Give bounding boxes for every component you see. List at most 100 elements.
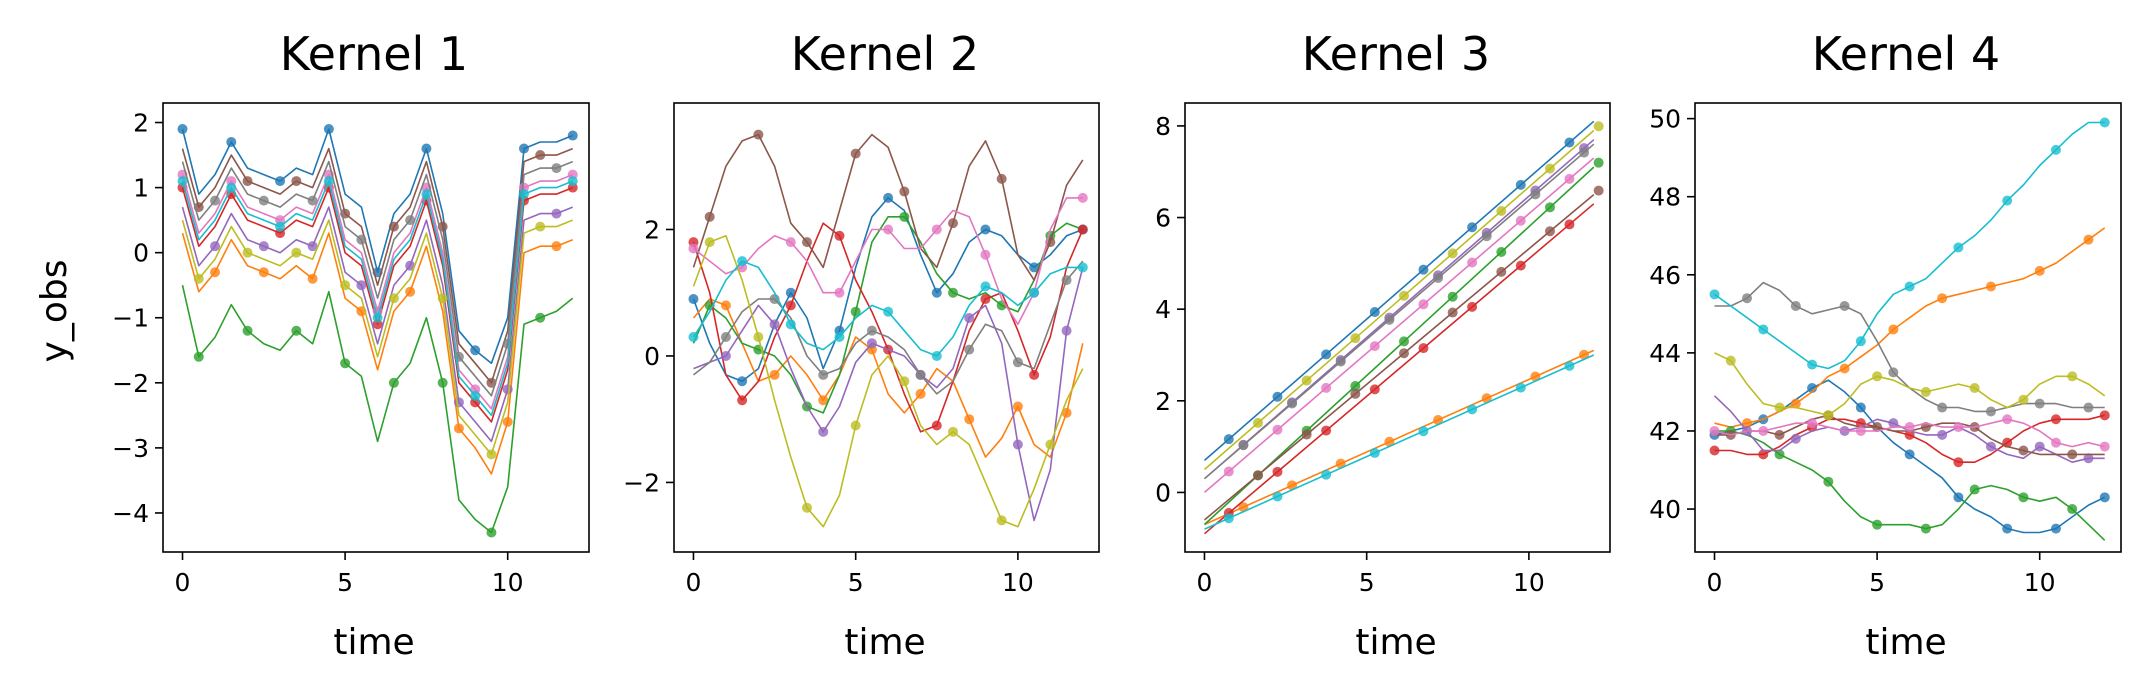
observation-point [1807, 418, 1818, 429]
observation-point [1012, 357, 1023, 368]
observation-point [1709, 289, 1720, 300]
subplot-kernel-4: Kernel 4 time 0 5 10 40 42 44 46 48 50 [1649, 27, 2122, 663]
observation-point [1544, 202, 1555, 213]
y-tick-label: −1 [112, 304, 149, 333]
observation-point [688, 331, 699, 342]
observation-point [1985, 281, 1996, 292]
observation-point [2067, 449, 2078, 460]
observation-point [502, 384, 513, 395]
observation-point [1593, 185, 1604, 196]
observation-point [453, 397, 464, 408]
y-tick-label: 0 [133, 239, 149, 268]
observation-point [1530, 189, 1541, 200]
series-line-7 [1203, 157, 1595, 494]
observation-point [1418, 299, 1429, 310]
observation-point [1904, 449, 1915, 460]
observation-point [980, 294, 991, 305]
observation-point [1725, 355, 1736, 366]
y-tick-label: 2 [644, 215, 660, 244]
observation-point [948, 287, 959, 298]
subplot-title: Kernel 2 [791, 27, 979, 81]
observation-point [964, 344, 975, 355]
x-tick-label: 5 [337, 568, 353, 597]
observation-point [2018, 445, 2029, 456]
observation-point [1920, 523, 1931, 534]
observation-point [226, 182, 237, 193]
observation-point [405, 260, 416, 271]
series-line-6 [1203, 193, 1595, 521]
observation-point [210, 241, 221, 252]
observation-point [785, 237, 796, 248]
observation-point [1774, 449, 1785, 460]
observation-point [1872, 422, 1883, 433]
observation-point [931, 350, 942, 361]
observation-point [275, 176, 286, 187]
observation-point [1888, 367, 1899, 378]
observation-point [1321, 425, 1332, 436]
observation-point [899, 186, 910, 197]
observation-point [2034, 398, 2045, 409]
series-line-10 [1204, 354, 1595, 530]
observation-point [1515, 382, 1526, 393]
observation-point [1321, 469, 1332, 480]
series-line-3 [1714, 430, 2106, 541]
observation-point [704, 237, 715, 248]
observation-point [1807, 359, 1818, 370]
observation-point [1467, 222, 1478, 233]
subplot-kernel-2: Kernel 2 time 0 5 10 −2 0 2 [623, 27, 1100, 663]
observation-point [753, 129, 764, 140]
observation-point [720, 350, 731, 361]
observation-point [535, 312, 546, 323]
observation-point [421, 143, 432, 154]
observation-point [948, 218, 959, 229]
observation-point [1077, 224, 1088, 235]
observation-point [1012, 401, 1023, 412]
observation-point [388, 221, 399, 232]
observation-point [2099, 117, 2110, 128]
observation-point [931, 224, 942, 235]
observation-point [372, 312, 383, 323]
observation-point [518, 143, 529, 154]
observation-point [883, 192, 894, 203]
observation-point [210, 267, 221, 278]
observation-point [899, 211, 910, 222]
series-line-8 [1714, 281, 2105, 413]
observation-point [1496, 206, 1507, 217]
observation-point [1029, 287, 1040, 298]
observation-point [1937, 402, 1948, 413]
observation-point [1742, 293, 1753, 304]
observation-point [1937, 293, 1948, 304]
y-tick-label: 48 [1649, 183, 1681, 212]
observation-point [567, 176, 578, 187]
observation-point [1544, 163, 1555, 174]
observation-point [275, 221, 286, 232]
observation-point [1823, 476, 1834, 487]
x-tick-label: 5 [848, 568, 864, 597]
axes-frame [673, 102, 1100, 553]
observation-point [1709, 445, 1720, 456]
observation-point [850, 306, 861, 317]
observation-point [1839, 363, 1850, 374]
observation-point [818, 369, 829, 380]
plot-area: 0 5 10 −4 −3 −2 −1 0 1 2 [112, 102, 590, 597]
observation-point [688, 294, 699, 305]
observation-point [340, 358, 351, 369]
observation-point [753, 331, 764, 342]
observation-point [535, 221, 546, 232]
y-tick-label: 0 [1155, 478, 1171, 507]
observation-point [1398, 348, 1409, 359]
observation-point [242, 247, 253, 258]
observation-point [1029, 262, 1040, 273]
observation-point [1467, 257, 1478, 268]
observation-point [1496, 266, 1507, 277]
observation-point [1223, 434, 1234, 445]
observation-point [388, 377, 399, 388]
observation-point [1384, 314, 1395, 325]
observation-point [850, 148, 861, 159]
observation-point [2099, 410, 2110, 421]
y-tick-label: 2 [1155, 387, 1171, 416]
observation-point [996, 515, 1007, 526]
observation-point [1758, 324, 1769, 335]
observation-point [551, 241, 562, 252]
observation-point [1272, 491, 1283, 502]
